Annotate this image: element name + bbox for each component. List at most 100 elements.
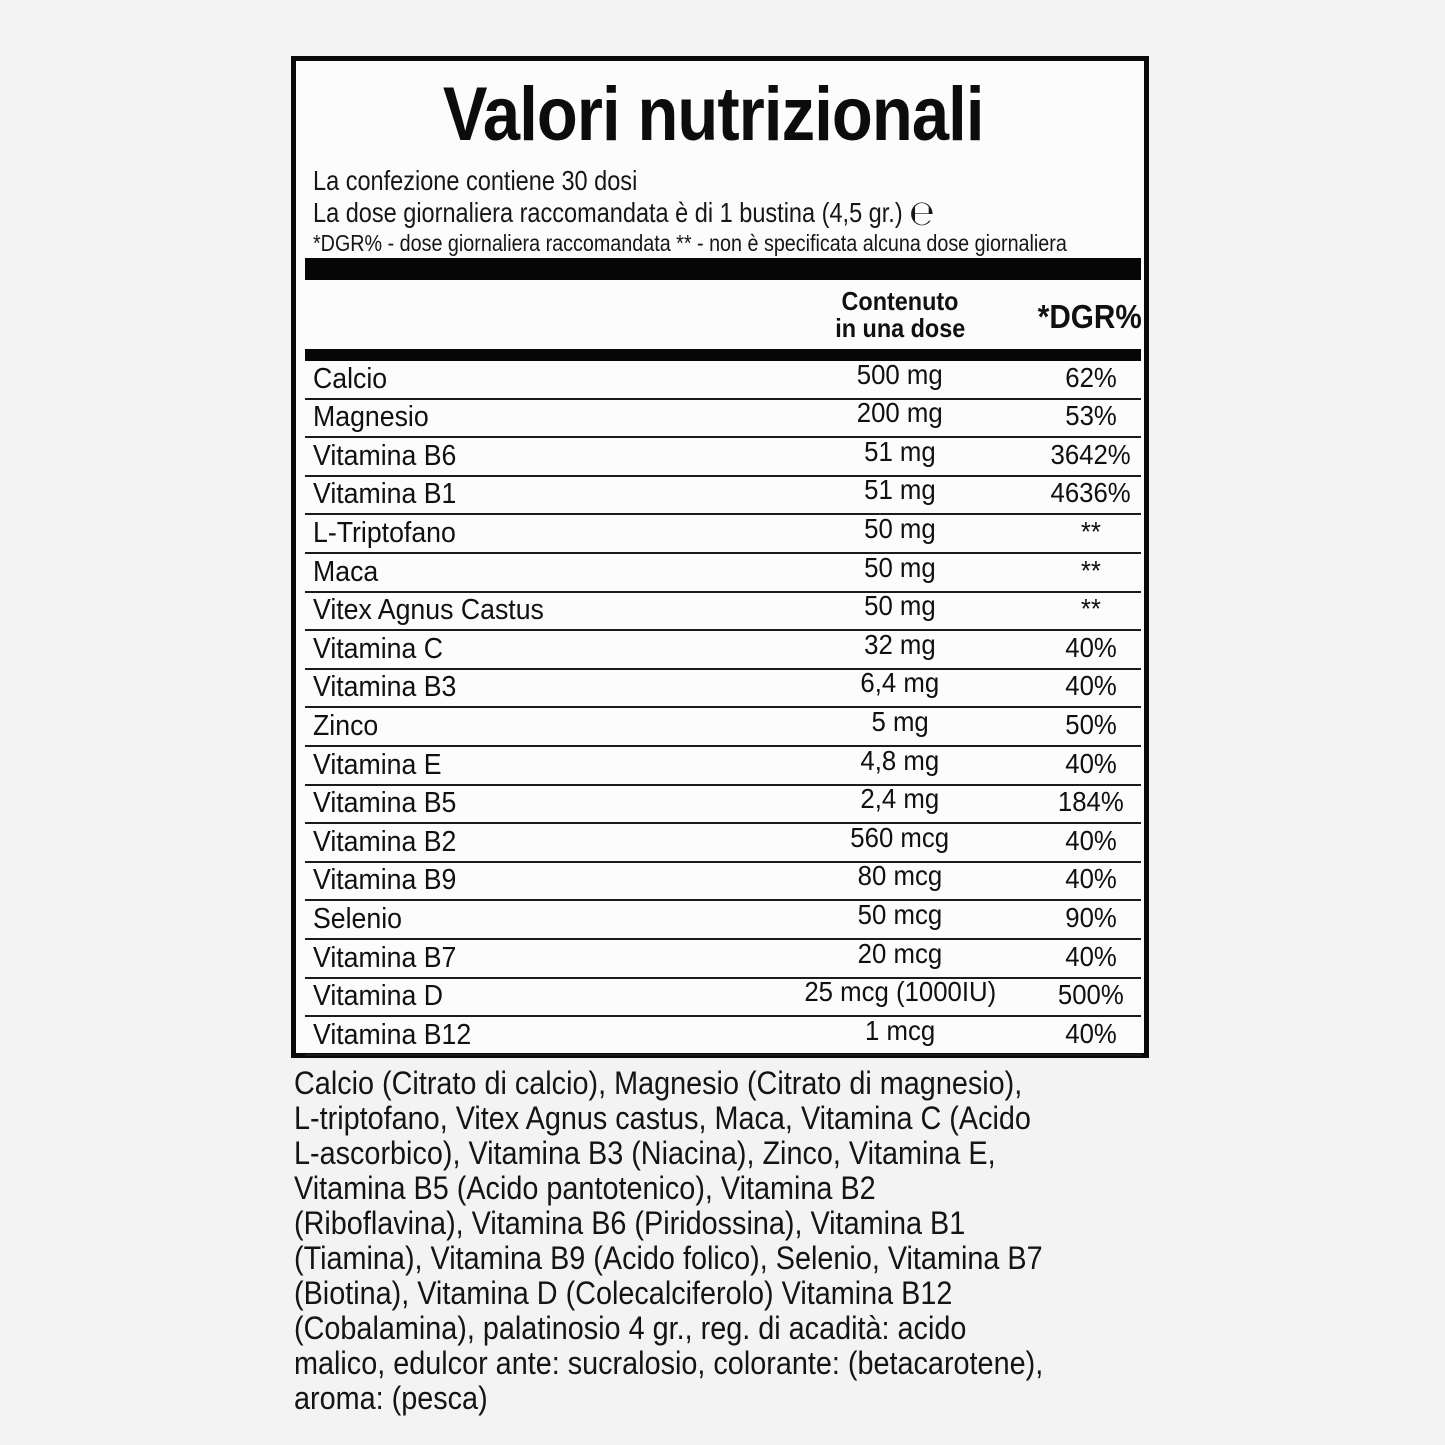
nutrient-name-cell-text: L-Triptofano bbox=[313, 516, 456, 549]
ingredients-line-text: aroma: (pesca) bbox=[294, 1380, 488, 1416]
dgr-cell-text: ** bbox=[1080, 515, 1102, 547]
dgr-cell: 40% bbox=[1041, 747, 1141, 779]
dgr-cell-text: 40% bbox=[1065, 670, 1117, 702]
amount-cell-text: 500 mg bbox=[857, 358, 943, 390]
intro-line-doses: La confezione contiene 30 dosi bbox=[313, 165, 1210, 197]
amount-cell: 51 mg bbox=[760, 435, 1040, 467]
amount-cell-text: 2,4 mg bbox=[860, 783, 940, 815]
table-top-bar bbox=[305, 258, 1141, 280]
intro-line-dgr-footnote: *DGR% - dose giornaliera raccomandata **… bbox=[313, 230, 1210, 257]
ingredients-line-text: L-ascorbico), Vitamina B3 (Niacina), Zin… bbox=[294, 1135, 996, 1171]
dgr-cell-text: 50% bbox=[1065, 708, 1117, 740]
nutrient-name-cell-text: Vitamina E bbox=[313, 748, 442, 781]
dgr-cell: 53% bbox=[1041, 402, 1141, 430]
nutrient-name-cell: Vitamina B2 bbox=[313, 825, 469, 858]
nutrient-name-cell: Vitamina D bbox=[313, 982, 454, 1011]
nutrient-name-cell-text: Vitamina C bbox=[313, 632, 444, 665]
column-header-dgr: *DGR% bbox=[1010, 300, 1170, 333]
amount-cell: 500 mg bbox=[760, 358, 1040, 390]
table-row: Vitamina B1 51 mg 4636% bbox=[305, 476, 1141, 516]
amount-cell: 2,4 mg bbox=[760, 785, 1040, 813]
nutrition-label-panel: Valori nutrizionali La confezione contie… bbox=[291, 56, 1149, 1058]
table-row: Vitex Agnus Castus 50 mg ** bbox=[305, 592, 1141, 632]
amount-cell: 200 mg bbox=[760, 399, 1040, 427]
nutrient-name-cell: Vitamina B12 bbox=[313, 1020, 485, 1050]
ingredients-line: (Biotina), Vitamina D (Colecalciferolo) … bbox=[294, 1276, 1166, 1311]
table-row: Vitamina B2 560 mcg 40% bbox=[305, 823, 1141, 863]
table-row: Vitamina D 25 mcg (1000IU) 500% bbox=[305, 978, 1141, 1018]
amount-cell-text: 50 mg bbox=[864, 512, 936, 544]
dgr-cell: ** bbox=[1041, 515, 1141, 547]
dgr-cell-text: 40% bbox=[1065, 747, 1117, 779]
intro-line-dgr-footnote-text: *DGR% - dose giornaliera raccomandata **… bbox=[313, 230, 1067, 256]
intro-line-daily-dose-text: La dose giornaliera raccomandata è di 1 … bbox=[313, 197, 935, 232]
column-header-dgr-text: *DGR% bbox=[1038, 298, 1142, 335]
amount-cell-text: 51 mg bbox=[864, 435, 936, 467]
amount-cell: 80 mcg bbox=[760, 862, 1040, 890]
dgr-cell-text: 40% bbox=[1065, 631, 1117, 663]
nutrient-name-cell: Vitamina E bbox=[313, 748, 453, 781]
nutrient-name-cell-text: Vitamina B3 bbox=[313, 671, 457, 704]
ingredients-line: Calcio (Citrato di calcio), Magnesio (Ci… bbox=[294, 1066, 1166, 1101]
amount-cell: 50 mg bbox=[760, 592, 1040, 620]
table-row: Vitamina B9 80 mcg 40% bbox=[305, 862, 1141, 902]
amount-cell: 50 mcg bbox=[760, 898, 1040, 930]
nutrient-name-cell: Zinco bbox=[313, 711, 384, 741]
table-row: Vitamina C 32 mg 40% bbox=[305, 630, 1141, 670]
table-row: Vitamina B5 2,4 mg 184% bbox=[305, 785, 1141, 825]
nutrient-name-cell: Magnesio bbox=[313, 403, 439, 432]
dgr-cell: 184% bbox=[1041, 788, 1141, 816]
amount-cell-text: 50 mcg bbox=[857, 898, 943, 930]
table-row: Maca 50 mg ** bbox=[305, 553, 1141, 593]
dgr-cell: ** bbox=[1041, 556, 1141, 585]
ingredients-line: (Tiamina), Vitamina B9 (Acido folico), S… bbox=[294, 1241, 1166, 1276]
nutrient-name-cell: Vitamina B3 bbox=[313, 673, 469, 702]
table-row: Magnesio 200 mg 53% bbox=[305, 399, 1141, 439]
dgr-cell: 90% bbox=[1041, 903, 1141, 932]
dgr-cell-text: 62% bbox=[1065, 361, 1117, 393]
nutrient-name-cell: Vitamina B9 bbox=[313, 866, 469, 895]
amount-cell-text: 80 mcg bbox=[857, 860, 943, 892]
table-row: Vitamina E 4,8 mg 40% bbox=[305, 744, 1141, 786]
dgr-cell: 40% bbox=[1041, 1019, 1141, 1048]
amount-cell-text: 6,4 mg bbox=[860, 667, 940, 699]
nutrient-name-cell: Calcio bbox=[313, 362, 394, 395]
column-header-amount: Contenuto in una dose bbox=[760, 288, 1040, 342]
table-row: Vitamina B7 20 mcg 40% bbox=[305, 937, 1141, 979]
dgr-cell: 40% bbox=[1041, 942, 1141, 971]
ingredients-line-text: Calcio (Citrato di calcio), Magnesio (Ci… bbox=[294, 1065, 1023, 1101]
dgr-cell-text: 184% bbox=[1058, 786, 1124, 818]
header-divider-bar bbox=[305, 349, 1141, 361]
ingredients-line: malico, edulcor ante: sucralosio, colora… bbox=[294, 1346, 1166, 1381]
column-header-amount-line1: Contenuto bbox=[760, 288, 1040, 315]
amount-cell-text: 50 mg bbox=[864, 590, 936, 622]
nutrient-name-cell: Vitamina B7 bbox=[313, 941, 469, 974]
nutrient-table-body: Calcio 500 mg 62% Magnesio 200 mg 53% Vitamina… bbox=[305, 358, 1141, 1056]
amount-cell: 5 mg bbox=[760, 707, 1040, 736]
amount-cell-text: 200 mg bbox=[857, 397, 943, 429]
amount-cell: 50 mg bbox=[760, 512, 1040, 544]
nutrient-name-cell-text: Selenio bbox=[313, 902, 403, 935]
nutrient-name-cell-text: Vitamina B6 bbox=[313, 439, 457, 472]
amount-cell-text: 1 mcg bbox=[864, 1014, 936, 1046]
nutrient-name-cell-text: Calcio bbox=[313, 362, 388, 395]
amount-cell: 50 mg bbox=[760, 553, 1040, 582]
amount-cell-text: 4,8 mg bbox=[860, 744, 940, 776]
dgr-cell: 4636% bbox=[1041, 479, 1141, 507]
nutrient-name-cell: Vitamina B6 bbox=[313, 439, 469, 472]
intro-block: La confezione contiene 30 dosi La dose g… bbox=[313, 165, 1210, 257]
amount-cell: 560 mcg bbox=[760, 823, 1040, 852]
nutrient-name-cell-text: Vitamina B7 bbox=[313, 941, 457, 974]
amount-cell: 32 mg bbox=[760, 630, 1040, 659]
amount-cell-text: 20 mcg bbox=[857, 937, 943, 969]
ingredients-line: (Riboflavina), Vitamina B6 (Piridossina)… bbox=[294, 1206, 1166, 1241]
ingredients-line: L-triptofano, Vitex Agnus castus, Maca, … bbox=[294, 1101, 1166, 1136]
table-row: Vitamina B12 1 mcg 40% bbox=[305, 1014, 1141, 1056]
amount-cell: 6,4 mg bbox=[760, 669, 1040, 697]
amount-cell: 25 mcg (1000IU) bbox=[760, 978, 1040, 1006]
ingredients-line: L-ascorbico), Vitamina B3 (Niacina), Zin… bbox=[294, 1136, 1166, 1171]
ingredients-line: aroma: (pesca) bbox=[294, 1381, 1166, 1416]
nutrient-name-cell-text: Vitamina B2 bbox=[313, 825, 457, 858]
nutrient-name-cell-text: Vitamina B5 bbox=[313, 787, 457, 820]
